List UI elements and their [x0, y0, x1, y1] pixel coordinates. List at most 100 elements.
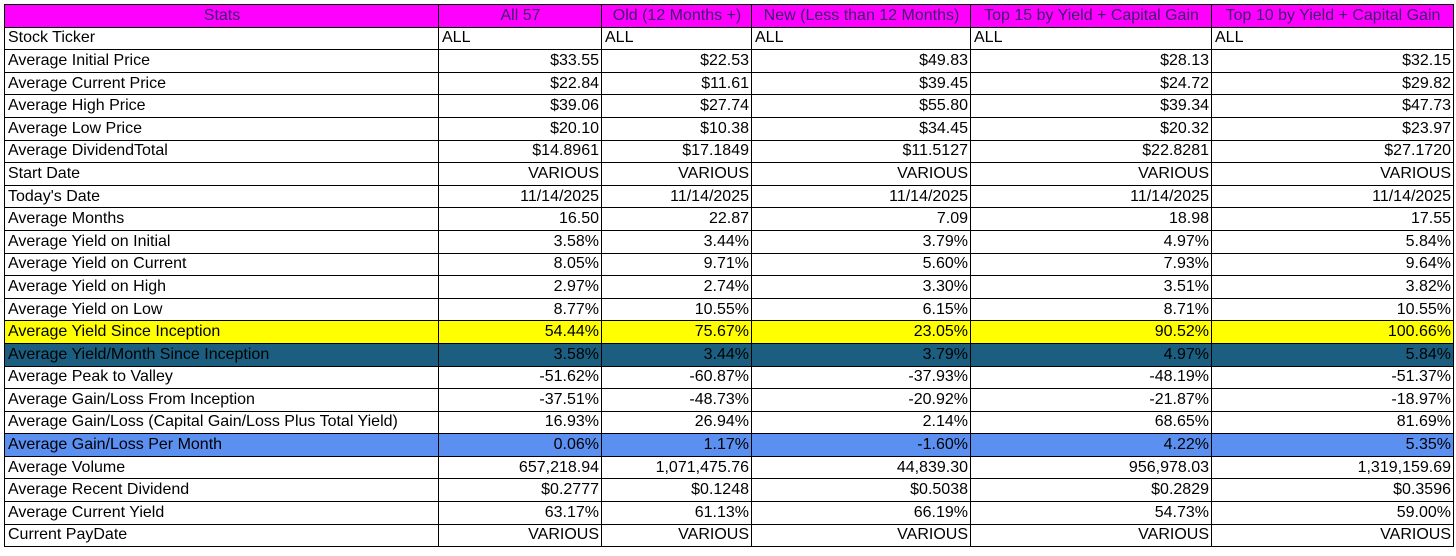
header-cell-all-57[interactable]: All 57 — [438, 4, 602, 28]
value-cell[interactable]: 11/14/2025 — [751, 184, 971, 209]
value-cell[interactable]: 956,978.03 — [970, 455, 1212, 480]
value-cell[interactable]: 11/14/2025 — [601, 184, 752, 209]
value-cell[interactable]: 7.09 — [751, 207, 971, 231]
header-cell-stats[interactable]: Stats — [4, 4, 439, 28]
value-cell[interactable]: 3.58% — [438, 342, 602, 367]
row-label-cell[interactable]: Average Current Yield — [4, 501, 439, 525]
value-cell[interactable]: 23.05% — [751, 320, 971, 344]
row-label-cell[interactable]: Average Months — [4, 207, 439, 231]
value-cell[interactable]: VARIOUS — [1211, 162, 1454, 186]
value-cell[interactable]: -51.62% — [438, 365, 602, 390]
value-cell[interactable]: -60.87% — [601, 365, 752, 390]
value-cell[interactable]: -21.87% — [970, 388, 1212, 412]
value-cell[interactable]: 8.77% — [438, 297, 602, 322]
value-cell[interactable]: $27.74 — [601, 94, 752, 118]
value-cell[interactable]: 4.22% — [970, 433, 1212, 457]
value-cell[interactable]: $0.2777 — [438, 478, 602, 503]
value-cell[interactable]: 3.51% — [970, 275, 1212, 299]
value-cell[interactable]: 18.98 — [970, 207, 1212, 231]
value-cell[interactable]: 3.79% — [751, 342, 971, 367]
value-cell[interactable]: -48.73% — [601, 388, 752, 412]
value-cell[interactable]: 3.58% — [438, 229, 602, 254]
value-cell[interactable]: 1,319,159.69 — [1211, 455, 1454, 480]
value-cell[interactable]: 0.06% — [438, 433, 602, 457]
value-cell[interactable]: 100.66% — [1211, 320, 1454, 344]
row-label-cell[interactable]: Average Volume — [4, 455, 439, 480]
value-cell[interactable]: 4.97% — [970, 342, 1212, 367]
value-cell[interactable]: $14.8961 — [438, 139, 602, 164]
value-cell[interactable]: VARIOUS — [601, 162, 752, 186]
value-cell[interactable]: 8.05% — [438, 252, 602, 277]
row-label-cell[interactable]: Average Initial Price — [4, 49, 439, 73]
value-cell[interactable]: $55.80 — [751, 94, 971, 118]
value-cell[interactable]: VARIOUS — [438, 523, 602, 548]
row-label-cell[interactable]: Average Recent Dividend — [4, 478, 439, 503]
value-cell[interactable]: 26.94% — [601, 410, 752, 435]
value-cell[interactable]: 8.71% — [970, 297, 1212, 322]
row-label-cell[interactable]: Average Peak to Valley — [4, 365, 439, 390]
value-cell[interactable]: 4.97% — [970, 229, 1212, 254]
value-cell[interactable]: $22.53 — [601, 49, 752, 73]
value-cell[interactable]: $39.06 — [438, 94, 602, 118]
row-label-cell[interactable]: Average Gain/Loss Per Month — [4, 433, 439, 457]
value-cell[interactable]: 9.71% — [601, 252, 752, 277]
value-cell[interactable]: ALL — [970, 26, 1212, 51]
header-cell-top-15[interactable]: Top 15 by Yield + Capital Gain — [970, 4, 1212, 28]
value-cell[interactable]: 63.17% — [438, 501, 602, 525]
header-cell-top-10[interactable]: Top 10 by Yield + Capital Gain — [1211, 4, 1454, 28]
value-cell[interactable]: -1.60% — [751, 433, 971, 457]
value-cell[interactable]: 3.79% — [751, 229, 971, 254]
value-cell[interactable]: ALL — [1211, 26, 1454, 51]
value-cell[interactable]: $20.10 — [438, 116, 602, 141]
value-cell[interactable]: 5.84% — [1211, 342, 1454, 367]
value-cell[interactable]: 59.00% — [1211, 501, 1454, 525]
value-cell[interactable]: 66.19% — [751, 501, 971, 525]
value-cell[interactable]: 2.14% — [751, 410, 971, 435]
value-cell[interactable]: $20.32 — [970, 116, 1212, 141]
value-cell[interactable]: 3.44% — [601, 342, 752, 367]
row-label-cell[interactable]: Average Yield on Low — [4, 297, 439, 322]
value-cell[interactable]: $22.84 — [438, 71, 602, 96]
value-cell[interactable]: 5.35% — [1211, 433, 1454, 457]
value-cell[interactable]: VARIOUS — [970, 162, 1212, 186]
value-cell[interactable]: 16.50 — [438, 207, 602, 231]
value-cell[interactable]: $23.97 — [1211, 116, 1454, 141]
value-cell[interactable]: 44,839.30 — [751, 455, 971, 480]
value-cell[interactable]: $39.45 — [751, 71, 971, 96]
value-cell[interactable]: $10.38 — [601, 116, 752, 141]
value-cell[interactable]: 90.52% — [970, 320, 1212, 344]
value-cell[interactable]: 9.64% — [1211, 252, 1454, 277]
value-cell[interactable]: $0.2829 — [970, 478, 1212, 503]
value-cell[interactable]: $39.34 — [970, 94, 1212, 118]
value-cell[interactable]: -37.93% — [751, 365, 971, 390]
value-cell[interactable]: 81.69% — [1211, 410, 1454, 435]
row-label-cell[interactable]: Current PayDate — [4, 523, 439, 548]
value-cell[interactable]: $0.5038 — [751, 478, 971, 503]
value-cell[interactable]: ALL — [601, 26, 752, 51]
row-label-cell[interactable]: Average Yield on Current — [4, 252, 439, 277]
value-cell[interactable]: 6.15% — [751, 297, 971, 322]
value-cell[interactable]: $34.45 — [751, 116, 971, 141]
value-cell[interactable]: VARIOUS — [1211, 523, 1454, 548]
value-cell[interactable]: 2.97% — [438, 275, 602, 299]
value-cell[interactable]: 657,218.94 — [438, 455, 602, 480]
value-cell[interactable]: -37.51% — [438, 388, 602, 412]
row-label-cell[interactable]: Average Current Price — [4, 71, 439, 96]
row-label-cell[interactable]: Average High Price — [4, 94, 439, 118]
value-cell[interactable]: -18.97% — [1211, 388, 1454, 412]
value-cell[interactable]: $28.13 — [970, 49, 1212, 73]
value-cell[interactable]: -20.92% — [751, 388, 971, 412]
value-cell[interactable]: 68.65% — [970, 410, 1212, 435]
value-cell[interactable]: 54.44% — [438, 320, 602, 344]
value-cell[interactable]: -51.37% — [1211, 365, 1454, 390]
value-cell[interactable]: $11.61 — [601, 71, 752, 96]
value-cell[interactable]: 3.82% — [1211, 275, 1454, 299]
row-label-cell[interactable]: Today's Date — [4, 184, 439, 209]
value-cell[interactable]: 22.87 — [601, 207, 752, 231]
value-cell[interactable]: $22.8281 — [970, 139, 1212, 164]
row-label-cell[interactable]: Average DividendTotal — [4, 139, 439, 164]
value-cell[interactable]: VARIOUS — [751, 523, 971, 548]
row-label-cell[interactable]: Stock Ticker — [4, 26, 439, 51]
value-cell[interactable]: 3.44% — [601, 229, 752, 254]
value-cell[interactable]: 1.17% — [601, 433, 752, 457]
